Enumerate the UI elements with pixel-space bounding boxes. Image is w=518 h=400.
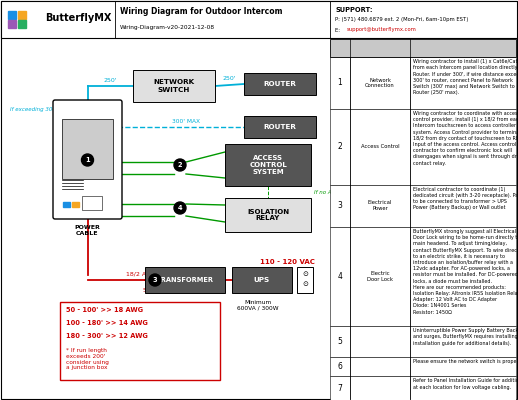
Text: support@butterflymx.com: support@butterflymx.com <box>347 28 417 32</box>
Text: ButterflyMX: ButterflyMX <box>46 13 112 23</box>
Text: Network
Connection: Network Connection <box>365 78 395 88</box>
Text: ACCESS
CONTROL
SYSTEM: ACCESS CONTROL SYSTEM <box>249 155 287 175</box>
Text: 1: 1 <box>85 157 90 163</box>
Text: 4: 4 <box>178 205 182 211</box>
Text: ⊙: ⊙ <box>302 271 308 277</box>
Circle shape <box>174 159 186 171</box>
Text: Electric
Door Lock: Electric Door Lock <box>367 271 393 282</box>
Text: Wiring Diagram for Outdoor Intercom: Wiring Diagram for Outdoor Intercom <box>120 8 282 16</box>
Bar <box>82 196 102 210</box>
Text: CAT 6: CAT 6 <box>92 150 109 154</box>
Text: 4: 4 <box>338 272 342 281</box>
Bar <box>330 109 516 184</box>
Text: P: (571) 480.6879 ext. 2 (Mon-Fri, 6am-10pm EST): P: (571) 480.6879 ext. 2 (Mon-Fri, 6am-1… <box>335 18 468 22</box>
Text: Please ensure the network switch is properly grounded.: Please ensure the network switch is prop… <box>413 360 518 364</box>
Bar <box>60 302 220 380</box>
Text: POWER
CABLE: POWER CABLE <box>75 225 100 236</box>
Bar <box>232 267 292 293</box>
Text: Electrical contractor to coordinate (1)
dedicated circuit (with 3-20 receptacle): Electrical contractor to coordinate (1) … <box>413 186 518 210</box>
Bar <box>330 376 516 400</box>
Text: 50 - 100' >> 18 AWG: 50 - 100' >> 18 AWG <box>66 307 143 313</box>
Text: Wiring contractor to coordinate with access
control provider, install (1) x 18/2: Wiring contractor to coordinate with acc… <box>413 111 518 166</box>
Bar <box>145 267 225 293</box>
Text: 250': 250' <box>223 76 236 81</box>
Text: 180 - 300' >> 12 AWG: 180 - 300' >> 12 AWG <box>66 333 148 339</box>
Bar <box>330 184 516 227</box>
Text: 2: 2 <box>178 162 182 168</box>
Text: UPS: UPS <box>254 277 270 283</box>
Text: E:: E: <box>335 28 342 32</box>
FancyBboxPatch shape <box>53 100 122 219</box>
Text: 300' MAX: 300' MAX <box>172 119 200 124</box>
Text: 18/2 AWG: 18/2 AWG <box>126 271 156 276</box>
Bar <box>63 202 70 207</box>
Text: NETWORK
SWITCH: NETWORK SWITCH <box>153 80 195 92</box>
Bar <box>244 73 316 95</box>
Text: 3: 3 <box>153 277 157 283</box>
Bar <box>297 267 313 293</box>
Bar <box>330 326 516 358</box>
Text: ISOLATION
RELAY: ISOLATION RELAY <box>247 208 289 222</box>
Text: SUPPORT:: SUPPORT: <box>335 7 372 13</box>
Bar <box>62 119 113 179</box>
Text: ButterflyMX strongly suggest all Electrical
Door Lock wiring to be home-run dire: ButterflyMX strongly suggest all Electri… <box>413 229 518 315</box>
Text: TRANSFORMER: TRANSFORMER <box>156 277 213 283</box>
Circle shape <box>81 154 94 166</box>
Text: Wiring-Diagram-v20-2021-12-08: Wiring-Diagram-v20-2021-12-08 <box>120 26 215 30</box>
Text: Wire Run Type: Wire Run Type <box>355 46 405 50</box>
Text: 1: 1 <box>338 78 342 88</box>
Text: Electrical
Power: Electrical Power <box>368 200 392 211</box>
Text: Refer to Panel Installation Guide for additional details. Leave 6' service loop
: Refer to Panel Installation Guide for ad… <box>413 378 518 390</box>
Text: 100 - 180' >> 14 AWG: 100 - 180' >> 14 AWG <box>66 320 148 326</box>
Text: 5: 5 <box>338 337 342 346</box>
Bar <box>244 116 316 138</box>
Bar <box>330 358 516 376</box>
Text: 6: 6 <box>338 362 342 372</box>
Text: 250': 250' <box>104 78 117 83</box>
Text: If no ACS: If no ACS <box>314 190 339 194</box>
Text: Minimum
600VA / 300W: Minimum 600VA / 300W <box>237 300 279 311</box>
Bar <box>330 39 516 57</box>
Text: 110 - 120 VAC: 110 - 120 VAC <box>260 259 314 265</box>
Text: 50' MAX: 50' MAX <box>143 288 167 293</box>
Text: 7: 7 <box>338 384 342 393</box>
Bar <box>330 227 516 326</box>
Text: 3: 3 <box>338 201 342 210</box>
Bar <box>225 144 311 186</box>
Circle shape <box>149 274 161 286</box>
Bar <box>8 11 16 19</box>
Text: * If run length
exceeds 200'
consider using
a junction box: * If run length exceeds 200' consider us… <box>66 348 109 370</box>
Bar <box>225 198 311 232</box>
Bar <box>8 20 16 28</box>
Text: Uninterruptible Power Supply Battery Backup. To prevent voltage drops
and surges: Uninterruptible Power Supply Battery Bac… <box>413 328 518 346</box>
Text: Wiring contractor to install (1) x Cat6e/Cat6
from each Intercom panel location : Wiring contractor to install (1) x Cat6e… <box>413 59 518 95</box>
Text: ⊙: ⊙ <box>302 281 308 287</box>
Circle shape <box>174 202 186 214</box>
Bar <box>330 57 516 109</box>
Bar <box>1 1 517 38</box>
Text: ROUTER: ROUTER <box>264 124 296 130</box>
Bar <box>18 11 26 19</box>
Bar <box>133 70 215 102</box>
Text: Access Control: Access Control <box>361 144 399 149</box>
Text: If exceeding 300' MAX: If exceeding 300' MAX <box>10 108 71 112</box>
Text: ROUTER: ROUTER <box>264 81 296 87</box>
Text: Comments: Comments <box>444 46 482 50</box>
Bar <box>72 202 79 207</box>
Bar <box>18 20 26 28</box>
Text: 2: 2 <box>338 142 342 151</box>
